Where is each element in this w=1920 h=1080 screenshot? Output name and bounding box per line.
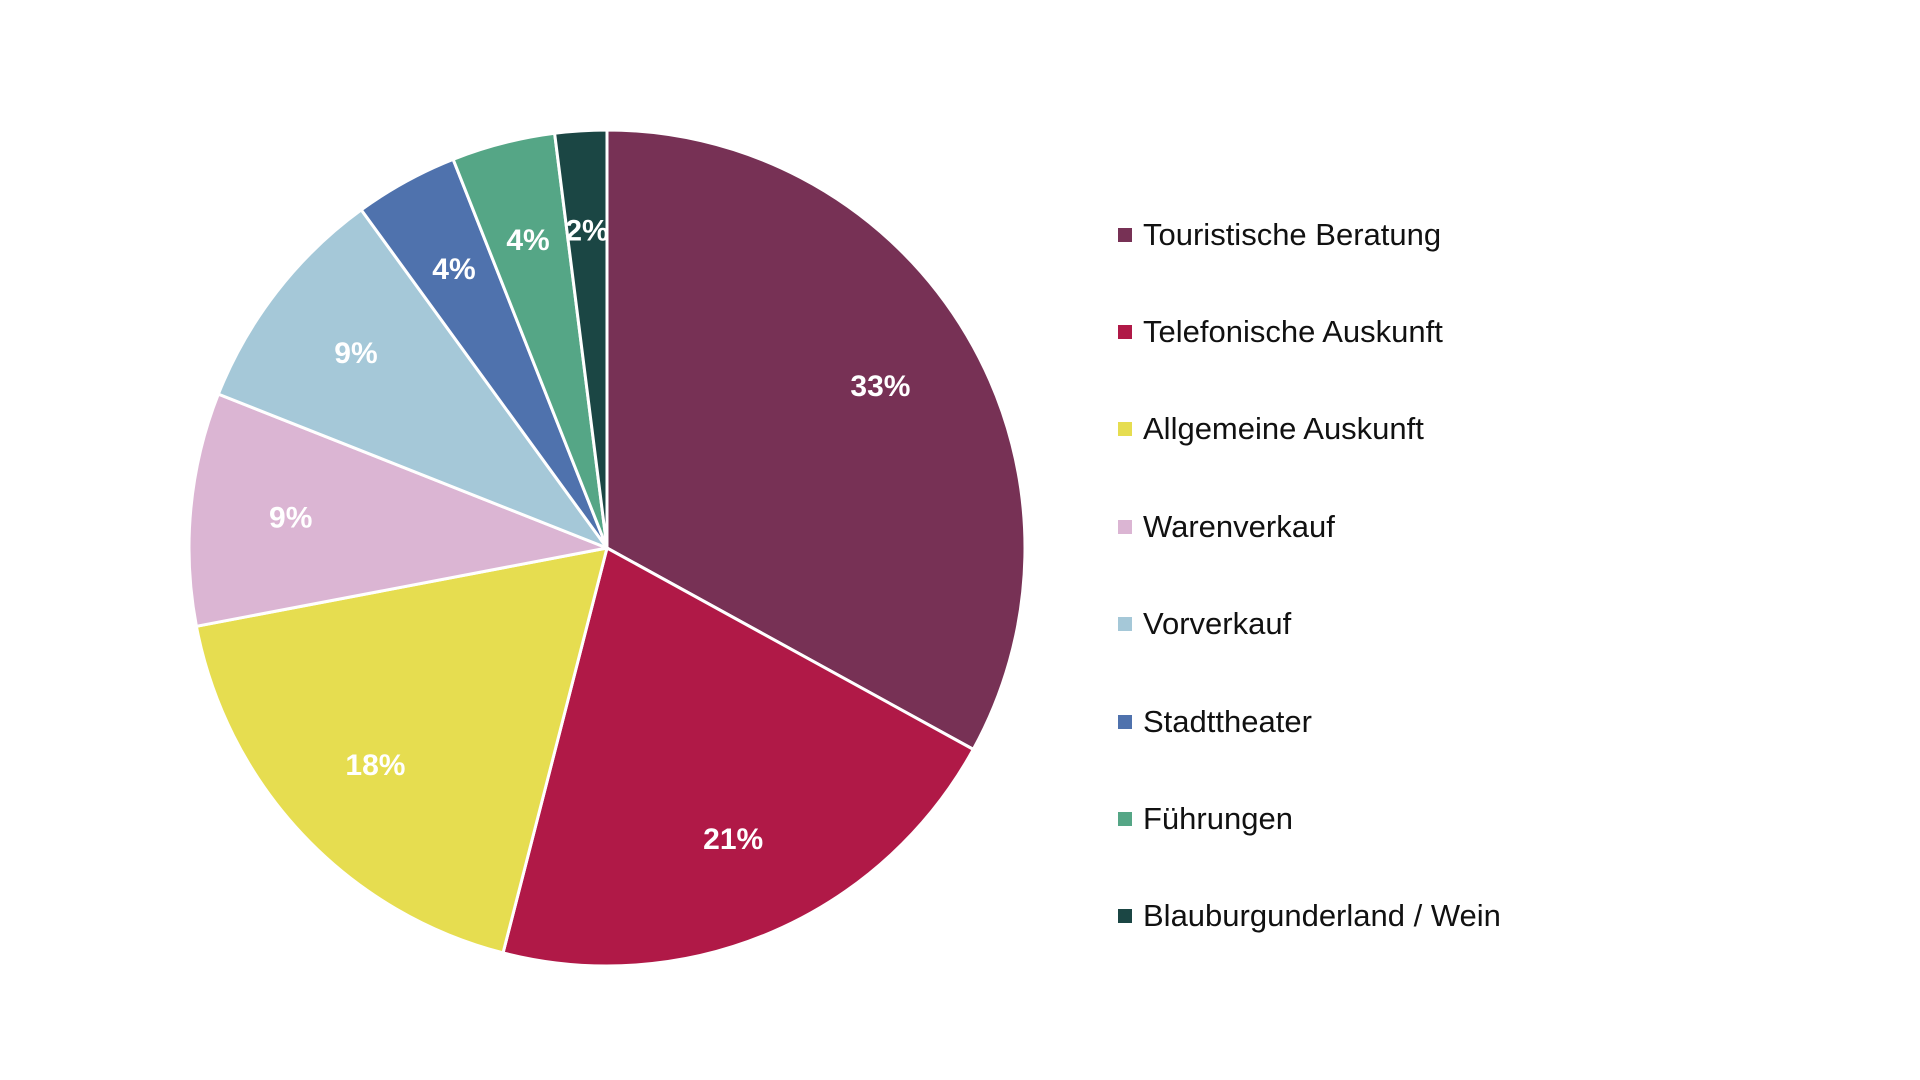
legend-item-warenverkauf: Warenverkauf xyxy=(1118,478,1501,575)
legend-label: Allgemeine Auskunft xyxy=(1143,411,1424,447)
pie-slice-warenverkauf xyxy=(187,392,609,628)
legend-label: Telefonische Auskunft xyxy=(1143,314,1443,350)
legend-swatch xyxy=(1118,325,1132,340)
data-label-warenverkauf: 9% xyxy=(269,502,312,535)
legend-label: Führungen xyxy=(1143,801,1293,837)
legend-item-vorverkauf: Vorverkauf xyxy=(1118,576,1501,673)
legend-item-blauburgunderland-wein: Blauburgunderland / Wein xyxy=(1118,868,1501,965)
pie-slice-blauburgunderland-wein xyxy=(553,128,609,550)
data-label-stadttheater: 4% xyxy=(432,253,475,286)
data-label-allgemeine-auskunft: 18% xyxy=(345,749,405,782)
legend-swatch xyxy=(1118,617,1132,632)
pie-slice-touristische-beratung xyxy=(605,128,1027,751)
legend-label: Vorverkauf xyxy=(1143,606,1292,642)
legend-swatch xyxy=(1118,909,1132,924)
legend-label: Blauburgunderland / Wein xyxy=(1143,898,1501,934)
pie-slice-allgemeine-auskunft xyxy=(194,546,609,955)
data-label-blauburgunderland-wein: 2% xyxy=(565,214,608,247)
legend-label: Touristische Beratung xyxy=(1143,216,1442,252)
data-label-vorverkauf: 9% xyxy=(334,337,377,370)
pie-slices xyxy=(187,128,1027,968)
data-label-fuehrungen: 4% xyxy=(506,224,549,257)
legend-item-touristische-beratung: Touristische Beratung xyxy=(1118,186,1501,283)
pie-slice-telefonische-auskunft xyxy=(501,546,975,968)
legend-item-telefonische-auskunft: Telefonische Auskunft xyxy=(1118,283,1501,380)
chart-legend: Touristische Beratung Telefonische Auskun… xyxy=(1118,186,1501,965)
data-label-telefonische-auskunft: 21% xyxy=(703,823,763,856)
legend-item-fuehrungen: Führungen xyxy=(1118,770,1501,867)
legend-item-allgemeine-auskunft: Allgemeine Auskunft xyxy=(1118,381,1501,478)
legend-swatch xyxy=(1118,422,1132,437)
data-label-touristische-beratung: 33% xyxy=(850,370,910,403)
legend-swatch xyxy=(1118,519,1132,534)
pie-slice-vorverkauf xyxy=(216,208,609,550)
legend-swatch xyxy=(1118,812,1132,827)
legend-label: Warenverkauf xyxy=(1143,508,1335,544)
legend-swatch xyxy=(1118,227,1132,242)
legend-swatch xyxy=(1118,714,1132,729)
pie-data-labels: 33% 21% 18% 9% 9% 4% 4% 2% xyxy=(269,214,910,856)
legend-label: Stadttheater xyxy=(1143,703,1312,739)
legend-item-stadttheater: Stadttheater xyxy=(1118,673,1501,770)
